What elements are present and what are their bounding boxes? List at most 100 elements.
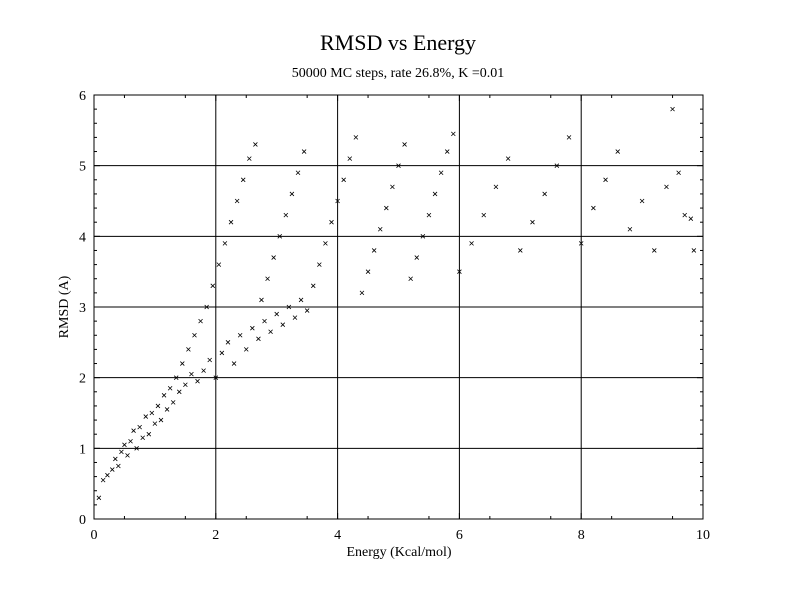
data-point xyxy=(505,156,511,161)
data-point xyxy=(180,361,185,366)
data-point xyxy=(377,226,383,232)
data-point xyxy=(183,382,188,388)
data-point xyxy=(444,149,450,154)
data-point xyxy=(402,142,407,147)
data-point xyxy=(116,463,121,469)
data-point xyxy=(262,318,267,324)
y-tick-label: 1 xyxy=(79,442,86,457)
data-point xyxy=(347,156,353,161)
data-point xyxy=(122,442,127,448)
data-point xyxy=(113,456,118,462)
data-point xyxy=(627,226,633,232)
data-point xyxy=(268,329,273,335)
data-point xyxy=(341,177,346,183)
data-point xyxy=(152,421,158,426)
data-point xyxy=(420,234,426,239)
data-point xyxy=(304,308,310,313)
data-point xyxy=(100,477,106,483)
data-point xyxy=(408,276,413,282)
data-point xyxy=(542,191,547,197)
data-point xyxy=(167,385,173,391)
data-point xyxy=(198,318,203,324)
data-point xyxy=(329,219,334,225)
x-tick-label: 6 xyxy=(456,528,463,543)
data-point xyxy=(603,177,608,183)
data-point xyxy=(469,241,474,246)
x-tick-label: 10 xyxy=(696,528,710,543)
data-point xyxy=(170,400,176,405)
data-point xyxy=(128,438,133,444)
data-point xyxy=(234,198,240,204)
data-point xyxy=(176,389,182,395)
data-point xyxy=(481,212,487,218)
data-point xyxy=(670,106,675,112)
data-point xyxy=(530,219,535,225)
data-point xyxy=(289,191,295,197)
data-point xyxy=(371,248,377,253)
data-point xyxy=(228,219,234,225)
data-point xyxy=(688,216,694,221)
y-tick-label: 0 xyxy=(79,513,86,528)
data-point xyxy=(250,325,255,331)
data-point xyxy=(353,135,359,140)
data-point xyxy=(676,170,681,176)
data-point xyxy=(323,241,328,246)
data-point xyxy=(213,375,219,380)
data-point xyxy=(109,467,115,472)
data-point xyxy=(253,142,258,147)
data-point xyxy=(274,311,279,317)
data-point xyxy=(131,428,136,433)
data-point xyxy=(247,156,252,161)
data-point xyxy=(384,205,389,211)
data-point xyxy=(301,149,307,154)
data-point xyxy=(277,234,283,239)
data-point xyxy=(359,290,365,296)
data-point xyxy=(96,495,102,501)
data-point xyxy=(691,248,697,253)
data-point xyxy=(186,347,191,352)
data-point xyxy=(518,248,523,253)
data-point xyxy=(283,212,289,218)
data-point xyxy=(566,135,572,140)
data-point xyxy=(158,417,164,423)
data-point xyxy=(286,304,292,310)
data-point xyxy=(280,322,286,327)
data-point xyxy=(164,407,170,412)
chart-subtitle: 50000 MC steps, rate 26.8%, K =0.01 xyxy=(292,66,504,81)
data-point xyxy=(554,163,560,168)
data-point xyxy=(271,255,276,260)
data-point xyxy=(189,371,194,377)
data-point xyxy=(204,304,209,310)
data-point xyxy=(207,357,212,363)
data-point xyxy=(317,262,322,267)
data-point xyxy=(396,163,401,168)
data-point xyxy=(237,332,243,338)
data-point xyxy=(310,283,316,289)
data-point xyxy=(591,205,596,211)
y-tick-label: 6 xyxy=(79,89,86,104)
data-point xyxy=(240,177,246,183)
data-point xyxy=(259,297,264,303)
x-axis-label: Energy (Kcal/mol) xyxy=(346,545,451,560)
data-point xyxy=(161,393,167,398)
data-point xyxy=(664,184,669,190)
data-point xyxy=(451,131,456,137)
x-tick-label: 4 xyxy=(334,528,341,543)
x-tick-label: 0 xyxy=(91,528,98,543)
data-point xyxy=(615,149,621,154)
data-point xyxy=(414,255,420,260)
data-point xyxy=(105,472,110,478)
x-tick-label: 2 xyxy=(212,528,219,543)
y-tick-label: 3 xyxy=(79,301,86,316)
data-point xyxy=(457,269,462,274)
data-point xyxy=(140,435,146,441)
data-point xyxy=(210,283,216,289)
y-tick-label: 5 xyxy=(79,160,86,175)
data-point xyxy=(149,410,155,416)
data-point xyxy=(201,368,206,373)
data-point xyxy=(243,347,249,352)
data-point xyxy=(155,403,161,409)
data-point xyxy=(639,198,645,204)
data-point xyxy=(137,424,142,430)
